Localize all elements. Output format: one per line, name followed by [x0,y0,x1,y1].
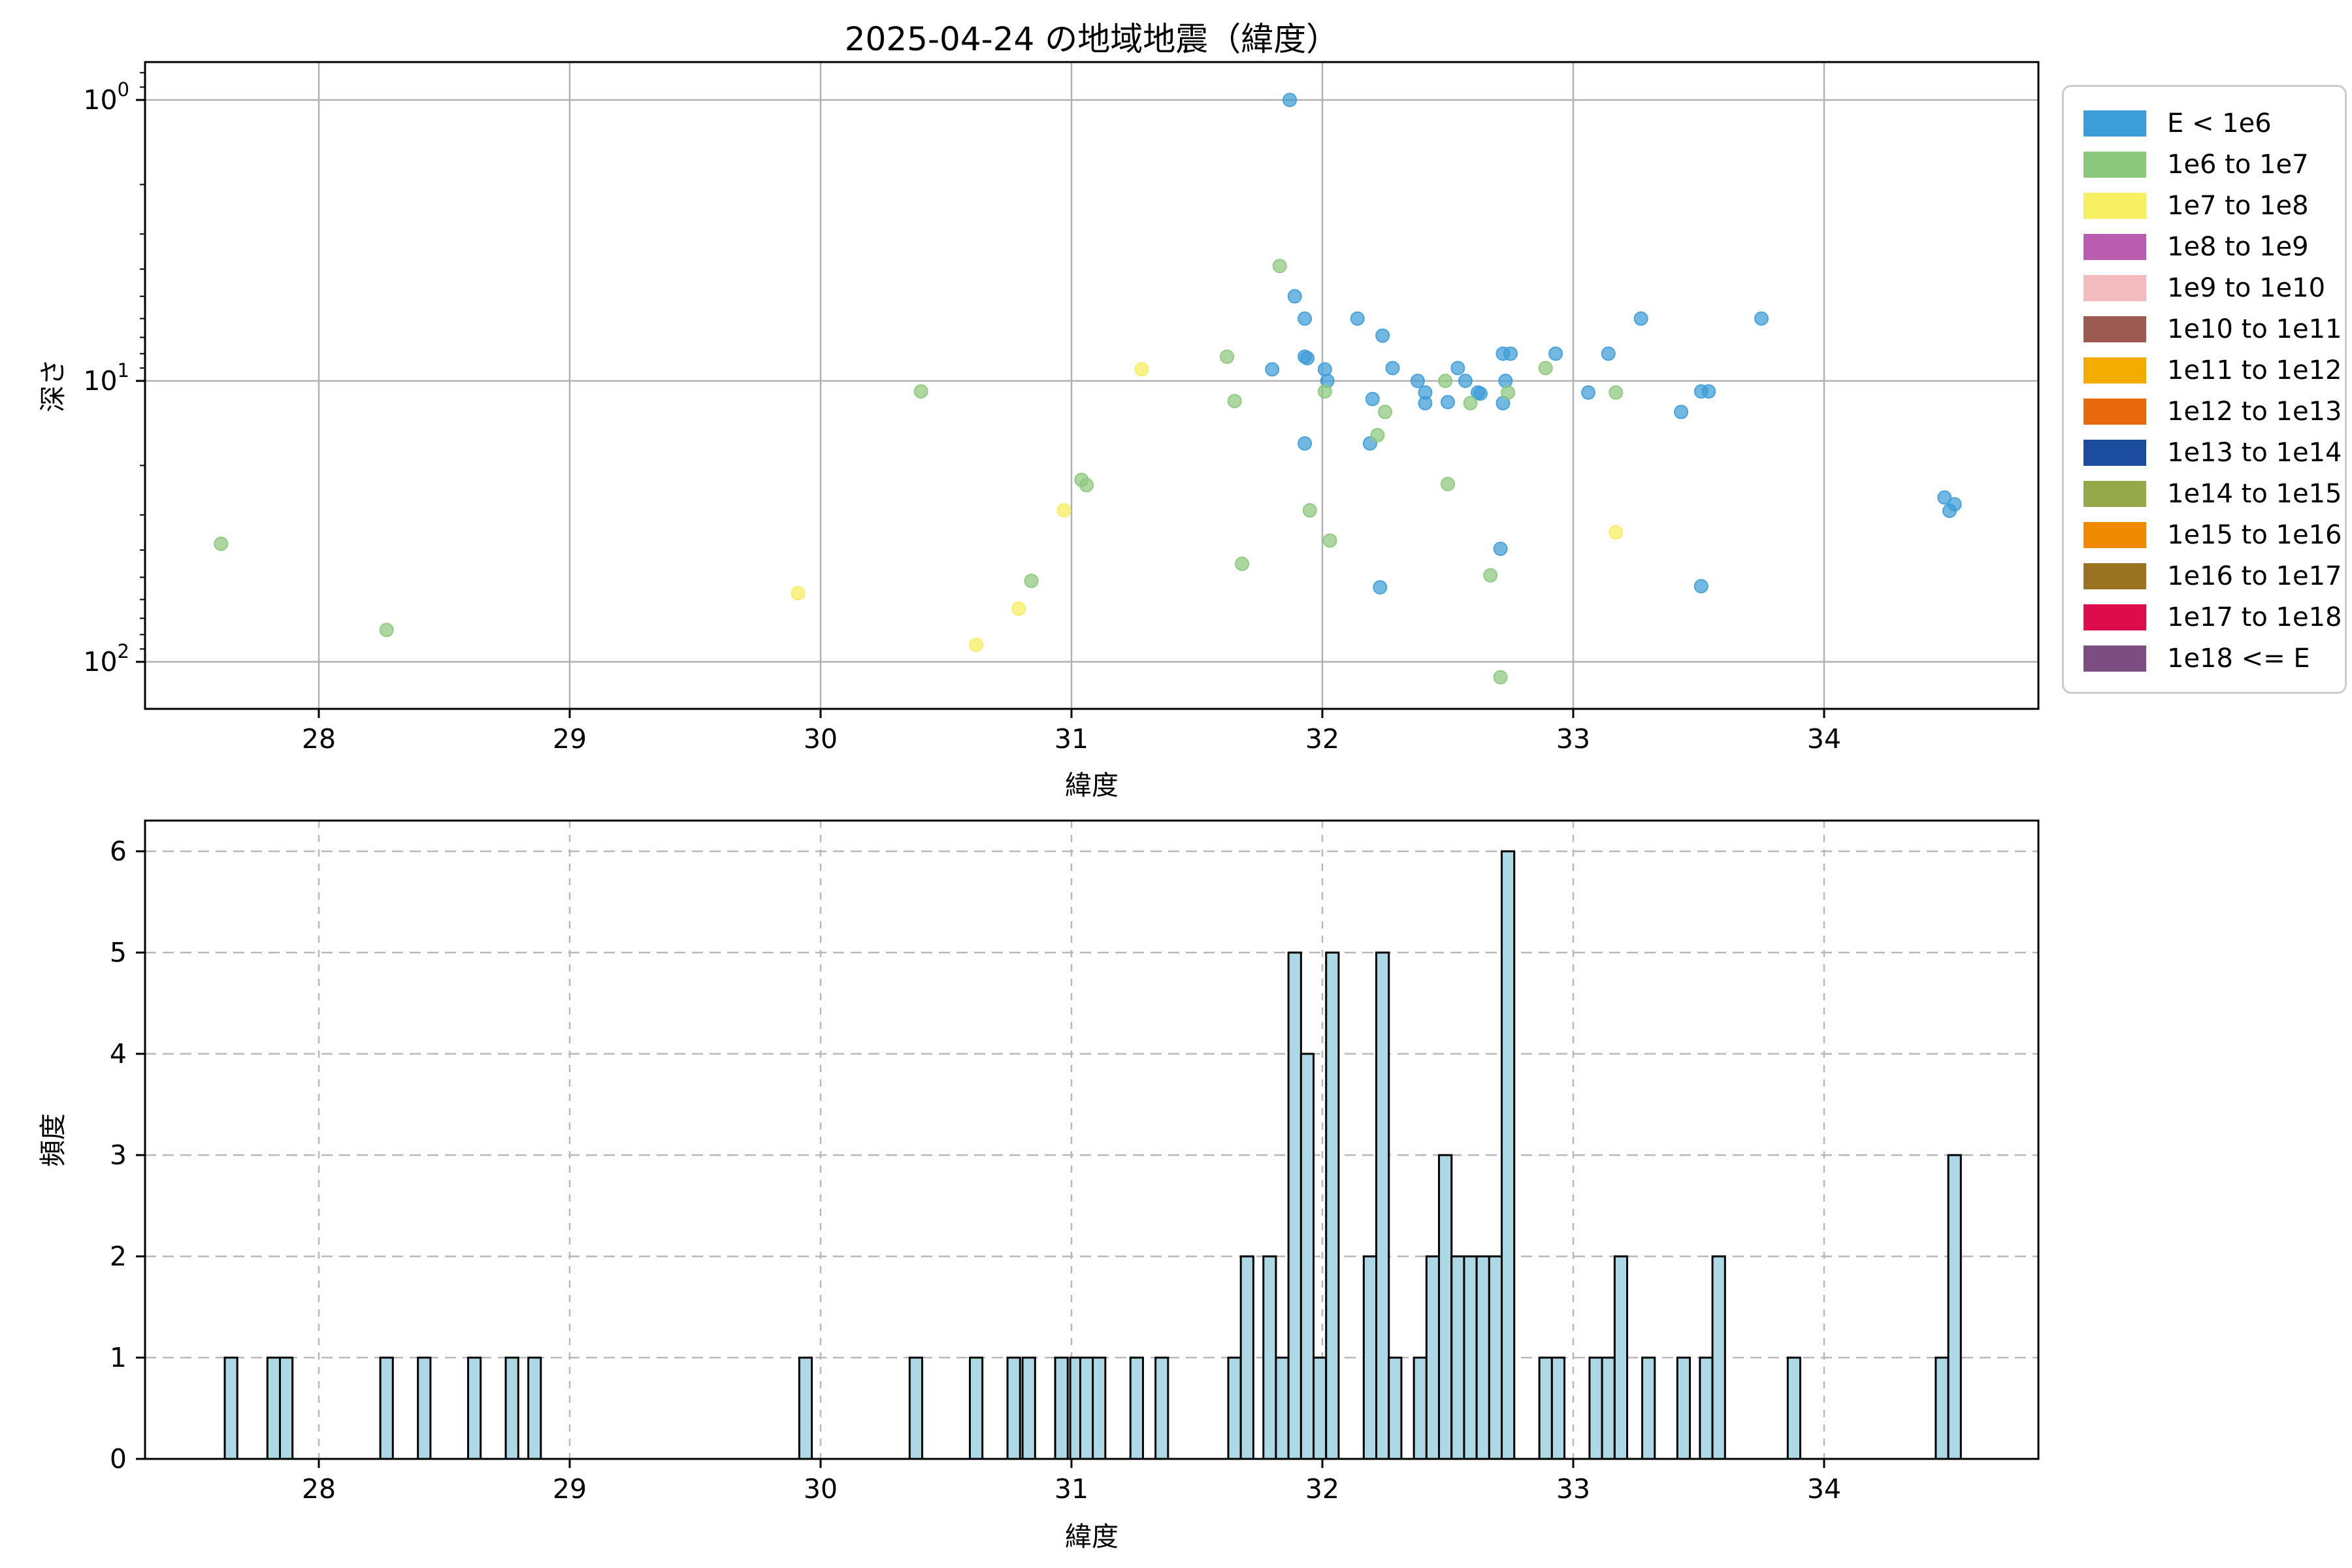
legend-swatch [2083,645,2146,672]
legend-label: 1e12 to 1e13 [2167,396,2342,427]
legend-item: 1e11 to 1e12 [2083,350,2345,391]
legend-swatch [2083,274,2146,301]
legend-label: 1e11 to 1e12 [2167,355,2342,385]
svg-text:33: 33 [1556,723,1590,755]
scatter-yaxis-label: 深さ [37,359,69,412]
legend-swatch [2083,110,2146,137]
svg-text:4: 4 [110,1038,127,1070]
svg-text:29: 29 [553,1473,587,1505]
svg-text:5: 5 [110,937,127,968]
svg-text:6: 6 [110,836,127,867]
legend: E < 1e6 1e6 to 1e7 1e7 to 1e8 1e8 to 1e9 1e9… [2062,85,2347,694]
legend-swatch [2083,398,2146,425]
svg-text:30: 30 [804,1473,838,1505]
legend-item: 1e15 to 1e16 [2083,514,2345,555]
chart-title: 2025-04-24 の地域地震（緯度） [844,20,1339,58]
legend-label: 1e9 to 1e10 [2167,272,2326,303]
svg-text:0: 0 [110,1443,127,1475]
svg-text:31: 31 [1054,723,1088,755]
legend-swatch [2083,233,2146,260]
svg-text:30: 30 [804,723,838,755]
svg-text:33: 33 [1556,1473,1590,1505]
legend-swatch [2083,604,2146,630]
svg-text:29: 29 [553,723,587,755]
legend-label: 1e16 to 1e17 [2167,561,2342,591]
svg-text:32: 32 [1305,723,1339,755]
legend-item: 1e8 to 1e9 [2083,226,2345,267]
legend-item: 1e17 to 1e18 [2083,596,2345,638]
svg-text:3: 3 [110,1139,127,1171]
legend-item: E < 1e6 [2083,103,2345,144]
legend-swatch [2083,192,2146,219]
legend-swatch [2083,521,2146,548]
legend-item: 1e12 to 1e13 [2083,391,2345,432]
legend-label: 1e18 <= E [2167,643,2310,674]
legend-item: 1e14 to 1e15 [2083,473,2345,514]
svg-text:32: 32 [1305,1473,1339,1505]
svg-text:1: 1 [110,1342,127,1373]
legend-item: 1e6 to 1e7 [2083,144,2345,185]
legend-item: 1e16 to 1e17 [2083,555,2345,596]
legend-item: 1e7 to 1e8 [2083,185,2345,226]
svg-text:28: 28 [302,723,336,755]
svg-text:31: 31 [1054,1473,1088,1505]
legend-label: 1e13 to 1e14 [2167,437,2342,468]
histogram-yaxis-label: 頻度 [37,1113,69,1167]
legend-label: 1e8 to 1e9 [2167,231,2309,262]
svg-text:100: 100 [83,78,129,116]
legend-label: 1e17 to 1e18 [2167,602,2342,632]
svg-text:2: 2 [110,1241,127,1272]
legend-swatch [2083,357,2146,384]
legend-label: 1e7 to 1e8 [2167,190,2309,221]
legend-label: 1e10 to 1e11 [2167,314,2342,344]
legend-swatch [2083,316,2146,342]
legend-item: 1e13 to 1e14 [2083,432,2345,473]
legend-item: 1e10 to 1e11 [2083,308,2345,350]
legend-swatch [2083,151,2146,178]
legend-swatch [2083,480,2146,507]
svg-text:102: 102 [83,640,129,678]
legend-label: 1e6 to 1e7 [2167,149,2309,180]
legend-swatch [2083,563,2146,589]
svg-text:101: 101 [83,359,129,397]
scatter-xaxis-label: 緯度 [1065,770,1119,801]
legend-swatch [2083,439,2146,466]
histogram-xaxis-label: 緯度 [1065,1521,1119,1552]
legend-label: E < 1e6 [2167,108,2272,139]
svg-text:34: 34 [1807,723,1841,755]
svg-text:34: 34 [1807,1473,1841,1505]
legend-label: 1e15 to 1e16 [2167,519,2342,550]
legend-item: 1e9 to 1e10 [2083,267,2345,308]
legend-label: 1e14 to 1e15 [2167,478,2342,509]
svg-text:28: 28 [302,1473,336,1505]
legend-item: 1e18 <= E [2083,638,2345,679]
